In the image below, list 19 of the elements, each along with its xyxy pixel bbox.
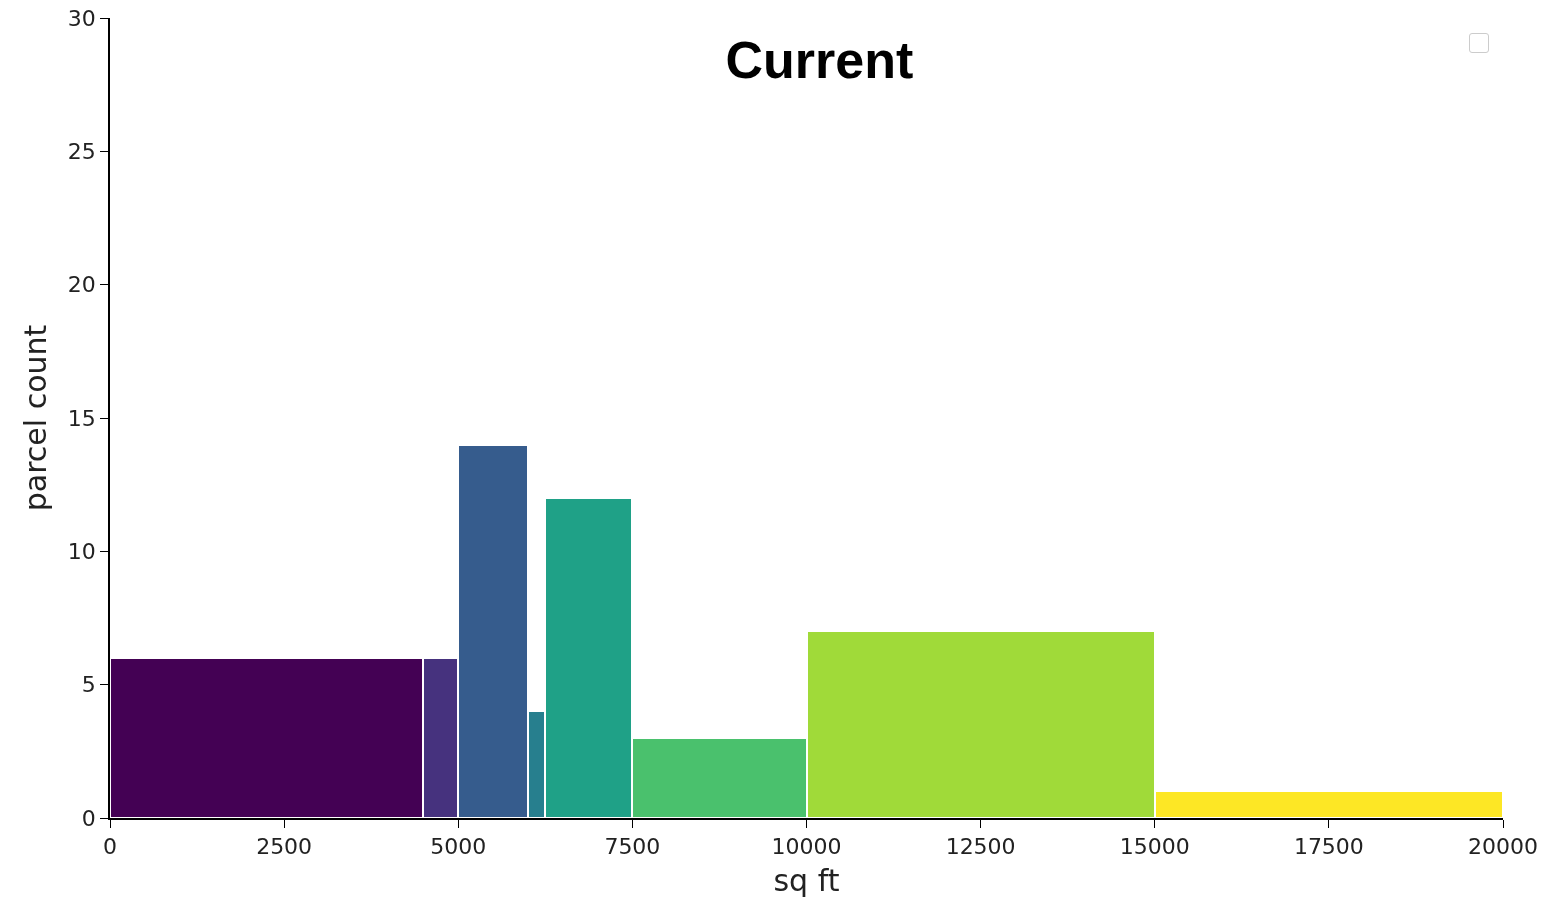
y-axis-title: parcel count (18, 324, 54, 512)
y-tick-label: 5 (81, 672, 96, 698)
x-tick-label: 12500 (945, 834, 1016, 860)
x-tick-label: 5000 (430, 834, 487, 860)
y-tick-label: 25 (67, 139, 96, 165)
x-tick-label: 2500 (256, 834, 313, 860)
x-tick-label: 0 (103, 834, 117, 860)
x-tick-label: 10000 (771, 834, 842, 860)
y-tick-label: 20 (67, 272, 96, 298)
y-tick-label: 30 (67, 5, 96, 31)
chart-title: Current (725, 30, 914, 89)
x-axis-title: sq ft (773, 863, 840, 899)
x-tick-label: 15000 (1119, 834, 1190, 860)
x-tick-label: 20000 (1468, 834, 1538, 860)
y-tick-label: 15 (67, 405, 96, 431)
y-tick-label: 0 (81, 805, 96, 831)
x-tick-label: 7500 (604, 834, 661, 860)
y-tick-label: 10 (67, 539, 96, 565)
x-tick-label: 17500 (1293, 834, 1364, 860)
